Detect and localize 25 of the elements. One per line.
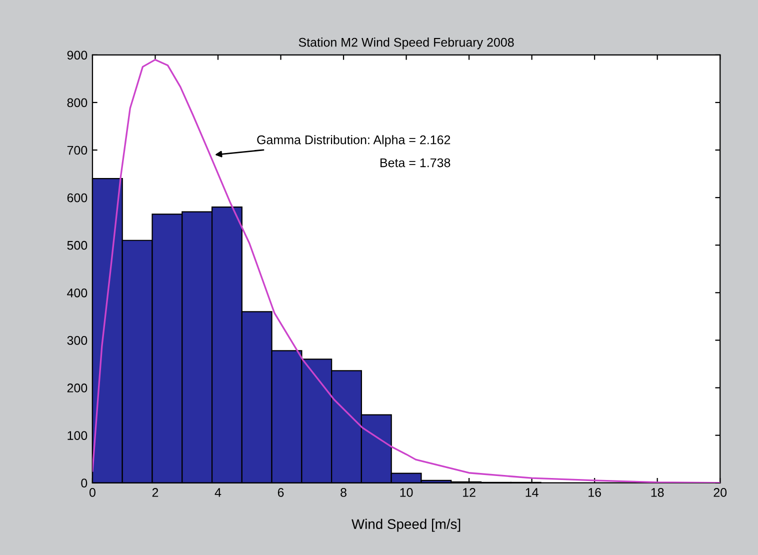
y-tick-label: 100 (68, 431, 88, 440)
x-tick-label: 6 (278, 488, 284, 497)
x-tick-label: 16 (588, 488, 601, 497)
annotation: Beta = 1.738 (380, 158, 450, 168)
annotation: Gamma Distribution: Alpha = 2.162 (257, 135, 450, 147)
y-tick-label: 900 (67, 50, 88, 60)
x-axis-title: Wind Speed [m/s] (352, 518, 460, 532)
x-tick-label: 18 (651, 488, 664, 497)
x-tick-label: 10 (400, 488, 413, 497)
y-tick-label: 300 (67, 336, 88, 345)
y-tick-label: 200 (67, 384, 88, 392)
y-tick-label: 0 (81, 478, 88, 488)
x-tick-label: 12 (463, 488, 476, 497)
y-tick-label: 700 (67, 146, 88, 155)
x-tick-label: 8 (340, 488, 346, 497)
x-tick-label: 0 (89, 488, 96, 497)
y-tick-label: 800 (67, 98, 88, 108)
x-tick-label: 14 (526, 488, 538, 497)
x-tick-label: 20 (714, 488, 727, 497)
x-tick-label: 2 (152, 488, 158, 497)
y-tick-label: 400 (67, 288, 88, 298)
chart-title: Station M2 Wind Speed February 2008 (298, 38, 514, 50)
y-tick-label: 600 (67, 193, 88, 202)
x-tick-label: 4 (214, 488, 222, 497)
y-tick-label: 500 (67, 240, 88, 250)
